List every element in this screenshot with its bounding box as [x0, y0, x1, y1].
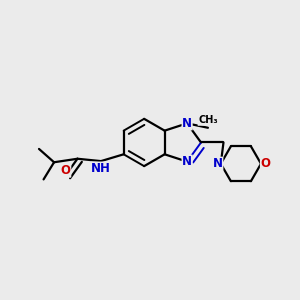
Text: N: N — [213, 157, 223, 170]
Text: N: N — [182, 155, 192, 168]
Text: O: O — [260, 157, 271, 170]
Text: O: O — [61, 164, 71, 177]
Text: CH₃: CH₃ — [198, 115, 218, 125]
Text: NH: NH — [91, 162, 111, 175]
Text: N: N — [182, 117, 192, 130]
